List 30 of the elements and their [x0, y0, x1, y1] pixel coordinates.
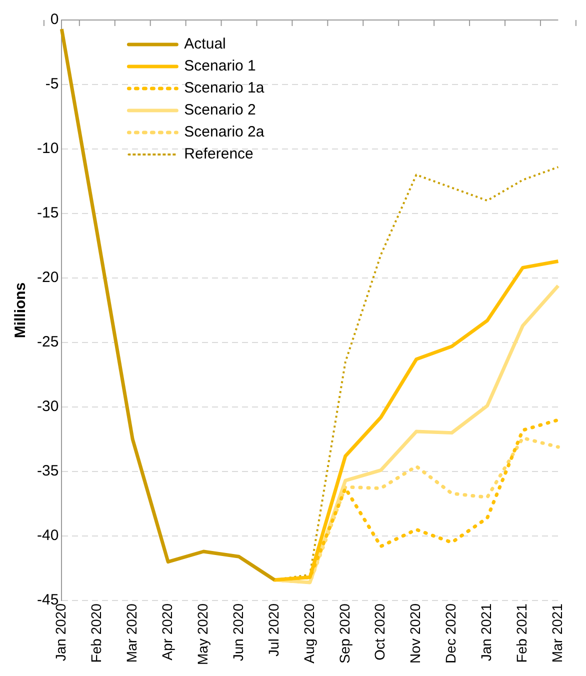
y-tick-label: -25: [36, 334, 59, 351]
legend-label: Scenario 1: [184, 58, 256, 75]
legend-label: Scenario 1a: [184, 80, 265, 97]
x-tick-label: Dec 2020: [442, 603, 459, 664]
x-tick-label: Mar 2021: [549, 603, 566, 663]
y-tick-label: -35: [36, 462, 59, 480]
y-tick-label: -30: [36, 398, 59, 416]
x-tick-label: Jun 2020: [230, 603, 246, 662]
x-tick-label: May 2020: [194, 603, 210, 665]
y-tick-label: -20: [36, 269, 59, 286]
y-tick-label: 0: [50, 11, 59, 28]
x-tick-label: Jan 2021: [478, 603, 494, 662]
x-tick-label: Feb 2020: [88, 603, 104, 663]
legend-label: Actual: [184, 36, 226, 53]
x-tick-label: Jul 2020: [265, 603, 282, 656]
x-tick-label: Oct 2020: [372, 603, 388, 660]
y-tick-label: -10: [36, 140, 59, 158]
x-tick-label: Mar 2020: [123, 603, 140, 663]
y-axis-title: Millions: [12, 282, 30, 338]
y-tick-label: -40: [36, 527, 59, 544]
legend-label: Scenario 2: [184, 102, 256, 119]
legend-label: Reference: [184, 146, 254, 163]
legend-label: Scenario 2a: [184, 124, 265, 141]
y-tick-label: -15: [36, 204, 59, 222]
x-tick-label: Apr 2020: [158, 603, 175, 660]
x-tick-label: Aug 2020: [300, 603, 317, 664]
x-tick-label: Feb 2021: [514, 603, 530, 663]
y-tick-label: -5: [45, 76, 59, 93]
x-tick-label: Nov 2020: [407, 603, 424, 664]
x-tick-label: Sep 2020: [336, 603, 352, 664]
